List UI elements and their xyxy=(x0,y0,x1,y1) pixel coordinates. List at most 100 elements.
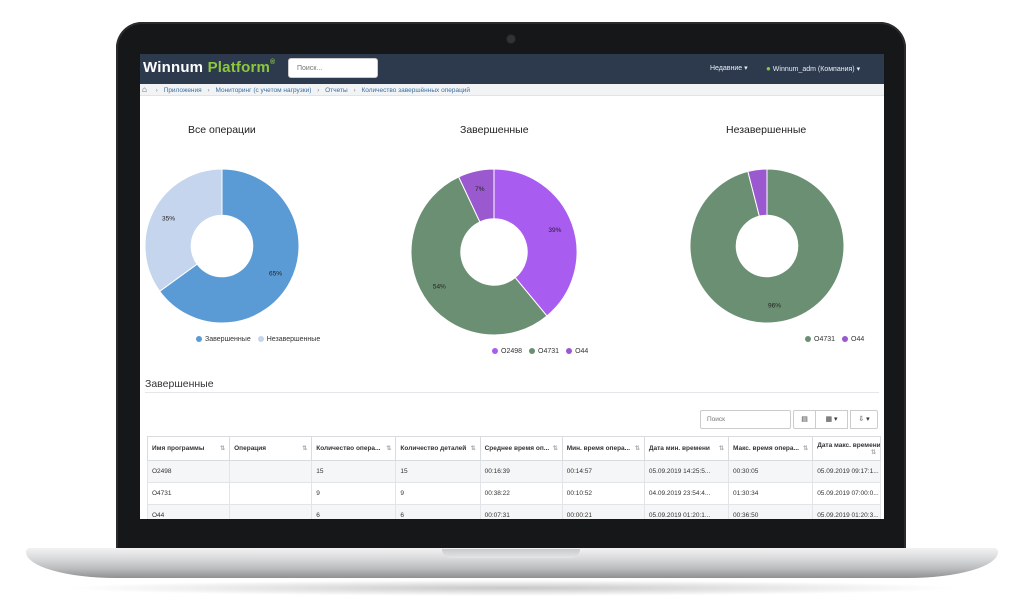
slice-value-label: 96% xyxy=(768,303,781,310)
donut-slice-o4731[interactable] xyxy=(689,168,845,324)
chart-title-incomplete: Незавершенные xyxy=(726,124,807,136)
divider xyxy=(145,392,879,393)
table-cell: 04.09.2019 23:54:4... xyxy=(643,482,730,505)
table-cell: 00:30:05 xyxy=(728,460,814,483)
legend-item[interactable]: O44 xyxy=(842,336,864,343)
column-header-label: Макс. время опера... xyxy=(733,445,799,452)
legend-dot xyxy=(492,348,498,354)
logo-accent: Platform xyxy=(207,59,271,76)
legend-dot xyxy=(529,348,536,354)
table-cell: 00:07:31 xyxy=(479,504,563,519)
donut-chart-completed: 39% 54% 7% xyxy=(410,168,578,336)
column-header[interactable]: Дата макс. времени ⇅ xyxy=(812,436,881,461)
column-header[interactable]: Макс. время опера... ⇅ xyxy=(728,436,814,461)
sort-icon[interactable]: ⇅ xyxy=(718,446,725,452)
breadcrumb-item-monitoring[interactable]: Мониторинг (с учетом нагрузки) xyxy=(215,87,312,94)
sort-icon[interactable]: ⇅ xyxy=(634,446,640,452)
columns-menu-button[interactable]: ▦ ▾ xyxy=(815,410,848,429)
table-cell: 6 xyxy=(311,504,397,519)
legend-label: Незавершенные xyxy=(266,336,321,343)
slice-value-label: 7% xyxy=(475,186,485,193)
sort-icon[interactable]: ⇅ xyxy=(870,449,876,456)
table-cell: 15 xyxy=(395,460,481,483)
breadcrumb-separator: › xyxy=(207,87,210,94)
legend-label: O44 xyxy=(851,336,865,343)
user-icon: ● xyxy=(766,64,771,73)
top-navbar: Winnum Platform® Недавние ▾ ● Winnum_adm… xyxy=(140,54,884,84)
legend-item[interactable]: O4731 xyxy=(529,348,559,355)
table-cell: 05.09.2019 07:00:0... xyxy=(812,482,881,505)
table-cell: 05.09.2019 14:25:5... xyxy=(643,460,730,483)
column-header[interactable]: Среднее время оп... ⇅ xyxy=(479,436,563,461)
table-cell: 9 xyxy=(395,482,481,505)
donut-slice-незавершенные[interactable] xyxy=(144,168,223,292)
table-row[interactable]: O4731 9 9 00:38:22 00:10:52 04.09.2019 23:54:… xyxy=(146,482,881,505)
table-row[interactable]: O2498 15 15 00:16:39 00:14:57 05.09.2019 14:2… xyxy=(146,460,881,483)
slice-value-label: 54% xyxy=(433,284,446,291)
home-icon[interactable]: ⌂ xyxy=(142,85,147,94)
table-cell: 00:00:21 xyxy=(561,504,645,519)
logo[interactable]: Winnum Platform® xyxy=(143,59,275,76)
sort-icon[interactable]: ⇅ xyxy=(302,446,308,452)
chart-title-completed: Завершенные xyxy=(460,124,529,136)
laptop-shadow xyxy=(60,580,964,596)
table-row[interactable]: O44 6 6 00:07:31 00:00:21 05.09.2019 01:20:1.… xyxy=(146,504,881,519)
table-cell: 00:38:22 xyxy=(479,482,563,505)
donut-chart-all: 65% 35% xyxy=(144,168,300,324)
donut-slice-o4731[interactable] xyxy=(410,176,548,336)
table-cell: 05.09.2019 01:20:3... xyxy=(812,504,881,519)
legend-item[interactable]: O4731 xyxy=(805,336,835,343)
user-menu[interactable]: ● Winnum_adm (Компания) ▾ xyxy=(766,64,860,73)
logo-mark: ® xyxy=(270,59,276,66)
legend-item[interactable]: Завершенные xyxy=(196,336,251,343)
recent-menu[interactable]: Недавние ▾ xyxy=(710,65,748,72)
donut-slice-o44[interactable] xyxy=(457,168,495,223)
table-cell: 05.09.2019 09:17:1... xyxy=(812,460,881,483)
legend-label: O4731 xyxy=(538,348,560,355)
column-header-label: Имя программы xyxy=(152,445,205,452)
sort-icon[interactable]: ⇅ xyxy=(803,446,809,452)
column-header[interactable]: Имя программы ⇅ xyxy=(146,436,231,461)
sort-icon[interactable]: ⇅ xyxy=(220,446,226,452)
view-toggle-button[interactable]: ▤ xyxy=(793,410,816,429)
sort-icon[interactable]: ⇅ xyxy=(386,446,392,452)
breadcrumb-separator: › xyxy=(155,87,158,94)
breadcrumb-item-applications[interactable]: Приложения xyxy=(163,87,202,94)
legend-incomplete: O4731 O44 xyxy=(805,336,871,343)
table-cell: O4731 xyxy=(146,482,231,505)
column-header-label: Количество деталей xyxy=(400,445,467,452)
slice-value-label: 65% xyxy=(269,270,282,277)
legend-dot xyxy=(842,336,849,342)
breadcrumb-item-current[interactable]: Количество завершённых операций xyxy=(361,87,471,94)
sort-icon[interactable]: ⇅ xyxy=(552,446,558,452)
donut-slice-o2498[interactable] xyxy=(493,168,578,317)
column-header-label: Дата мин. времени xyxy=(648,445,710,452)
section-title: Завершенные xyxy=(145,378,214,390)
table-cell: 00:36:50 xyxy=(728,504,814,519)
column-header[interactable]: Дата мин. времени ⇅ xyxy=(643,436,730,461)
donut-slice-o44[interactable] xyxy=(747,168,768,217)
global-search-input[interactable] xyxy=(288,58,378,78)
table-cell xyxy=(229,482,313,505)
table-cell: 00:16:39 xyxy=(479,460,563,483)
donut-slice-завершенные[interactable] xyxy=(159,168,300,324)
sort-icon[interactable]: ⇅ xyxy=(470,446,476,452)
legend-label: O44 xyxy=(575,348,589,355)
column-header-label: Количество опера... xyxy=(316,445,381,452)
legend-item[interactable]: Незавершенные xyxy=(257,336,321,343)
table-cell: 00:14:57 xyxy=(561,460,645,483)
breadcrumb-item-reports[interactable]: Отчеты xyxy=(325,87,348,94)
legend-item[interactable]: O44 xyxy=(566,348,588,355)
legend-all: Завершенные Незавершенные xyxy=(196,336,327,343)
chart-title-all: Все операции xyxy=(188,124,256,136)
table-cell xyxy=(229,504,313,519)
column-header[interactable]: Количество деталей ⇅ xyxy=(395,436,481,461)
column-header[interactable]: Количество опера... ⇅ xyxy=(311,436,397,461)
column-header[interactable]: Мин. время опера... ⇅ xyxy=(561,436,645,461)
legend-item[interactable]: O2498 xyxy=(492,348,522,355)
column-header[interactable]: Операция ⇅ xyxy=(229,436,313,461)
breadcrumb-separator: › xyxy=(317,87,320,94)
table-search-input[interactable] xyxy=(700,410,791,429)
table-body: O2498 15 15 00:16:39 00:14:57 05.09.2019 14:2… xyxy=(146,460,881,519)
export-menu-button[interactable]: ⇩ ▾ xyxy=(850,410,878,429)
